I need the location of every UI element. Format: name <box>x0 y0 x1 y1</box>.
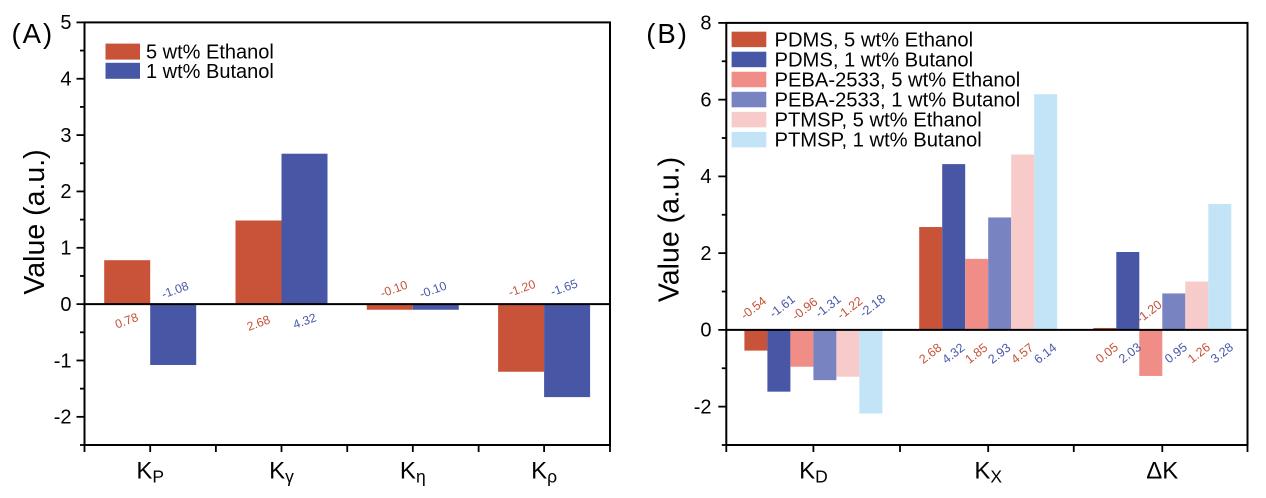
svg-text:-2: -2 <box>694 396 712 418</box>
svg-text:(A): (A) <box>12 18 55 49</box>
svg-text:ΔK: ΔK <box>1146 458 1178 485</box>
svg-text:5: 5 <box>60 12 71 34</box>
svg-text:PTMSP, 1 wt% Butanol: PTMSP, 1 wt% Butanol <box>775 130 982 152</box>
svg-text:2: 2 <box>60 181 71 203</box>
svg-text:PEBA-2533, 1 wt% Butanol: PEBA-2533, 1 wt% Butanol <box>775 90 1021 112</box>
svg-text:1 wt% Butanol: 1 wt% Butanol <box>146 61 274 83</box>
svg-text:0: 0 <box>60 294 71 316</box>
svg-text:1: 1 <box>60 238 71 260</box>
svg-text:KX: KX <box>974 458 1002 487</box>
svg-text:4: 4 <box>60 69 71 91</box>
svg-text:6: 6 <box>700 89 711 111</box>
svg-text:3: 3 <box>60 125 71 147</box>
svg-text:8: 8 <box>700 13 711 35</box>
svg-text:Value (a.u.): Value (a.u.) <box>19 149 51 294</box>
svg-text:2: 2 <box>700 243 711 265</box>
svg-text:PDMS, 1 wt% Butanol: PDMS, 1 wt% Butanol <box>775 49 974 71</box>
svg-text:PEBA-2533, 5 wt% Ethanol: PEBA-2533, 5 wt% Ethanol <box>775 70 1021 92</box>
svg-text:5 wt% Ethanol: 5 wt% Ethanol <box>146 42 274 64</box>
svg-text:4: 4 <box>700 166 711 188</box>
svg-text:Value (a.u.): Value (a.u.) <box>654 157 686 302</box>
svg-text:(B): (B) <box>646 18 689 49</box>
svg-text:-2: -2 <box>54 407 72 429</box>
svg-text:PDMS, 5 wt% Ethanol: PDMS, 5 wt% Ethanol <box>775 29 974 51</box>
svg-text:0: 0 <box>700 320 711 342</box>
svg-text:PTMSP, 5 wt% Ethanol: PTMSP, 5 wt% Ethanol <box>775 110 982 132</box>
svg-text:-1: -1 <box>54 350 72 372</box>
